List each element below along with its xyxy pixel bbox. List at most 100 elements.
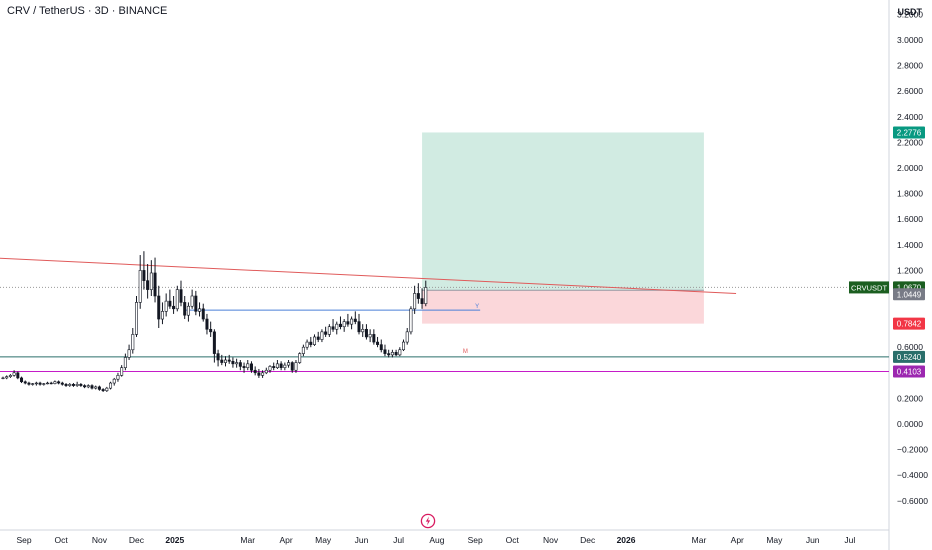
candle-body xyxy=(71,384,75,386)
candle-body xyxy=(420,298,424,304)
candle-body xyxy=(224,359,228,363)
candle-body xyxy=(190,295,194,307)
target-zone xyxy=(422,132,704,291)
candle-body xyxy=(101,389,105,392)
price-label-entry: 1.0449 xyxy=(897,290,922,299)
x-tick-label: Dec xyxy=(129,535,145,545)
candle-body xyxy=(294,362,298,371)
price-label-stop: 0.7842 xyxy=(897,320,922,329)
candle-body xyxy=(398,349,402,356)
candle-body xyxy=(227,359,231,362)
x-tick-label: Oct xyxy=(54,535,68,545)
candle-body xyxy=(249,363,253,371)
candle-body xyxy=(216,353,220,361)
candle-body xyxy=(390,352,394,356)
candle-body xyxy=(34,382,38,385)
candle-body xyxy=(209,328,213,333)
candle-body xyxy=(335,323,339,330)
x-tick-label: Mar xyxy=(692,535,707,545)
candle-body xyxy=(261,372,265,376)
candle-body xyxy=(272,366,276,368)
y-tick-label: 2.6000 xyxy=(897,86,923,96)
candle-body xyxy=(416,293,420,299)
y-tick-label: 3.2000 xyxy=(897,9,923,19)
candle-body xyxy=(405,331,409,343)
candle-body xyxy=(268,366,272,371)
candle-body xyxy=(198,308,202,312)
candle-body xyxy=(27,382,31,385)
y-tick-label: 1.2000 xyxy=(897,265,923,275)
x-tick-label: Apr xyxy=(279,535,292,545)
y-tick-label: 2.2000 xyxy=(897,137,923,147)
candle-body xyxy=(253,369,257,374)
stop-zone xyxy=(422,290,704,324)
candle-body xyxy=(31,383,35,385)
candle-body xyxy=(79,384,83,386)
x-tick-label: Jun xyxy=(806,535,820,545)
y-tick-label: 3.0000 xyxy=(897,35,923,45)
candle-body xyxy=(287,362,291,366)
price-label-last: 1.0670 xyxy=(897,283,922,292)
candle-body xyxy=(172,305,176,310)
candle-body xyxy=(316,336,320,340)
candle-body xyxy=(134,302,138,335)
candle-body xyxy=(186,305,190,316)
candle-body xyxy=(12,372,16,376)
candle-body xyxy=(309,341,313,345)
candle-body xyxy=(131,334,135,351)
candle-body xyxy=(212,331,216,354)
trendline xyxy=(0,257,737,294)
candle-body xyxy=(346,321,350,325)
x-tick-label: May xyxy=(766,535,783,545)
y-tick-label: 0.6000 xyxy=(897,342,923,352)
candle-body xyxy=(387,353,391,356)
symbol-label-box xyxy=(849,281,889,294)
candle-body xyxy=(242,366,246,368)
candle-body xyxy=(350,318,354,325)
candle-body xyxy=(376,341,380,345)
candle-body xyxy=(97,386,101,390)
candle-body xyxy=(127,349,131,358)
x-tick-label: Dec xyxy=(580,535,596,545)
candle-body xyxy=(23,381,27,384)
candle-body xyxy=(120,367,124,376)
candle-body xyxy=(201,308,205,320)
x-tick-label: 2026 xyxy=(617,535,636,545)
x-tick-label: May xyxy=(315,535,332,545)
candle-body xyxy=(394,352,398,356)
candle-body xyxy=(290,362,294,371)
candle-body xyxy=(175,289,179,310)
candle-body xyxy=(353,318,357,322)
candle-body xyxy=(160,311,164,320)
candle-body xyxy=(194,295,198,312)
lightning-icon[interactable] xyxy=(420,513,436,529)
candle-body xyxy=(298,353,302,363)
candle-body xyxy=(361,328,365,333)
y-tick-label: 1.8000 xyxy=(897,189,923,199)
candle-body xyxy=(402,341,406,351)
candle-body xyxy=(331,326,335,330)
candle-body xyxy=(8,375,12,377)
candle-body xyxy=(364,328,368,338)
y-tick-label: 1.6000 xyxy=(897,214,923,224)
x-tick-label: Aug xyxy=(429,535,444,545)
candle-body xyxy=(379,344,383,351)
candle-body xyxy=(246,363,250,368)
candle-body xyxy=(205,318,209,330)
x-tick-label: Jun xyxy=(355,535,369,545)
price-label-support-line-box xyxy=(893,350,925,363)
candle-body xyxy=(283,364,287,368)
candle-body xyxy=(1,377,5,380)
x-tick-label: Mar xyxy=(240,535,255,545)
currency-label: USDT xyxy=(897,7,923,17)
y-tick-label: −0.6000 xyxy=(897,496,928,506)
candle-body xyxy=(279,363,283,368)
candle-body xyxy=(327,326,331,335)
monthly-level-label: M xyxy=(463,349,468,355)
candle-body xyxy=(149,272,153,290)
candle-body xyxy=(409,308,413,333)
candle-body xyxy=(68,384,72,386)
x-tick-label: Oct xyxy=(506,535,520,545)
candle-body xyxy=(38,382,42,385)
